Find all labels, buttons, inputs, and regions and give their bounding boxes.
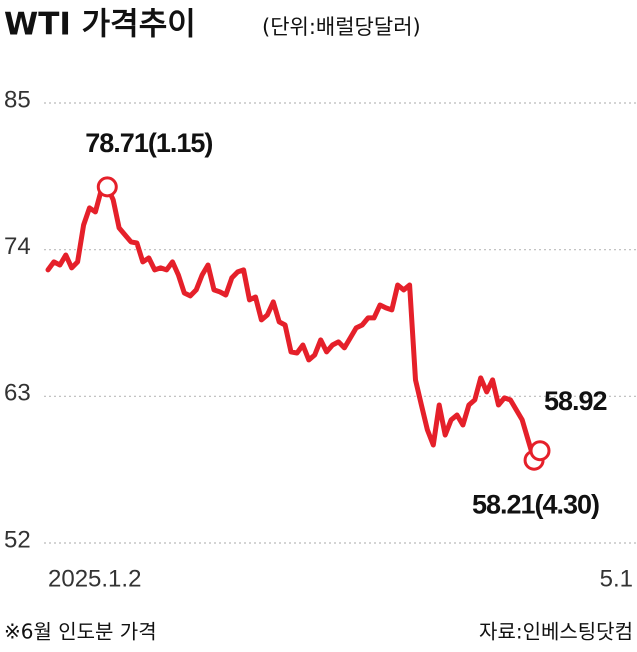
y-tick-label: 63 (4, 380, 31, 407)
chart-subtitle: (단위:배럴당달러) (262, 15, 421, 39)
annotation: 78.71(1.15) (85, 128, 212, 158)
y-tick-label: 52 (4, 526, 31, 553)
chart-title: WTI 가격추이 (4, 7, 196, 43)
y-tick-label: 74 (4, 233, 31, 260)
y-tick-label: 85 (4, 86, 31, 113)
point-marker (529, 440, 551, 462)
source: 자료:인베스팅닷컴 (479, 620, 633, 644)
annotation: 58.92 (544, 386, 607, 416)
x-tick-label: 2025.1.2 (48, 565, 141, 592)
point-marker (96, 176, 118, 198)
annotation: 58.21(4.30) (472, 489, 599, 519)
x-tick-label: 5.1 (600, 565, 633, 592)
line (45, 184, 543, 463)
footnote: ※6월 인도분 가격 (4, 620, 157, 644)
